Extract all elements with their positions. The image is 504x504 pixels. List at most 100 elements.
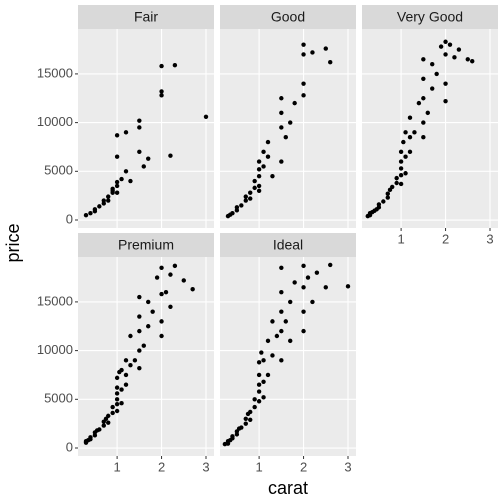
strip-label: Very Good: [397, 9, 463, 25]
x-tick-label: 2: [442, 231, 449, 246]
point: [279, 159, 284, 164]
point: [88, 435, 93, 440]
point: [248, 196, 253, 201]
point: [146, 299, 151, 305]
point: [181, 278, 186, 283]
point: [265, 372, 271, 378]
point: [123, 169, 129, 174]
point: [256, 173, 262, 179]
point: [252, 178, 257, 184]
point: [305, 275, 311, 280]
point: [159, 89, 164, 94]
point: [203, 114, 209, 119]
point: [323, 285, 328, 290]
point: [270, 319, 275, 324]
point: [114, 401, 120, 407]
strip: [220, 233, 356, 257]
point: [110, 188, 115, 193]
point: [283, 319, 288, 324]
point: [168, 304, 173, 309]
point: [92, 207, 98, 212]
strip-label: Fair: [134, 9, 158, 25]
point: [252, 397, 257, 402]
x-axis-title: carat: [268, 478, 308, 498]
panel: [220, 257, 356, 456]
point: [119, 387, 124, 392]
point: [256, 382, 262, 387]
point: [279, 96, 284, 101]
panel: [78, 29, 214, 228]
point: [430, 86, 435, 91]
point: [114, 391, 120, 396]
point: [119, 367, 124, 373]
point: [301, 263, 306, 269]
strip: [78, 233, 214, 257]
point: [123, 130, 129, 135]
x-tick-label: 2: [300, 459, 307, 474]
point: [114, 190, 120, 195]
point: [447, 42, 453, 47]
y-tick-label: 10000: [37, 342, 73, 357]
point: [230, 434, 235, 439]
point: [398, 173, 404, 178]
point: [421, 135, 426, 140]
point: [259, 350, 264, 355]
point: [239, 203, 244, 208]
point: [114, 385, 120, 390]
point: [248, 417, 253, 422]
point: [128, 363, 133, 368]
point: [101, 423, 106, 428]
point: [301, 52, 306, 57]
point: [403, 171, 408, 176]
point: [394, 180, 399, 186]
point: [248, 409, 253, 415]
panel: [78, 257, 214, 456]
point: [283, 135, 288, 140]
point: [261, 164, 266, 169]
point: [252, 185, 257, 191]
point: [137, 348, 142, 353]
point: [292, 100, 297, 106]
point: [376, 202, 382, 207]
point: [398, 159, 404, 164]
point: [403, 154, 408, 159]
point: [168, 272, 173, 277]
point: [390, 184, 395, 190]
point: [243, 194, 248, 199]
strip-label: Ideal: [273, 237, 303, 253]
point: [114, 154, 120, 159]
point: [256, 188, 262, 193]
point: [314, 270, 320, 275]
point: [261, 358, 266, 363]
point: [141, 343, 146, 348]
point: [421, 57, 426, 62]
point: [301, 93, 306, 98]
point: [234, 205, 240, 210]
point: [265, 338, 271, 344]
point: [114, 133, 120, 138]
point: [274, 333, 280, 339]
point: [119, 176, 124, 182]
point: [137, 365, 142, 371]
point: [172, 263, 178, 269]
point: [443, 81, 448, 86]
point: [425, 110, 430, 116]
point: [114, 397, 120, 402]
x-tick-label: 3: [344, 459, 351, 474]
point: [159, 93, 164, 98]
point: [328, 60, 333, 65]
point: [146, 324, 151, 329]
point: [261, 395, 266, 400]
point: [416, 100, 422, 106]
point: [137, 328, 142, 334]
point: [168, 153, 173, 158]
point: [465, 57, 470, 62]
point: [301, 81, 306, 86]
point: [394, 175, 399, 181]
point: [310, 50, 315, 55]
point: [261, 379, 266, 384]
point: [97, 427, 102, 432]
point: [407, 135, 413, 140]
point: [438, 44, 444, 49]
